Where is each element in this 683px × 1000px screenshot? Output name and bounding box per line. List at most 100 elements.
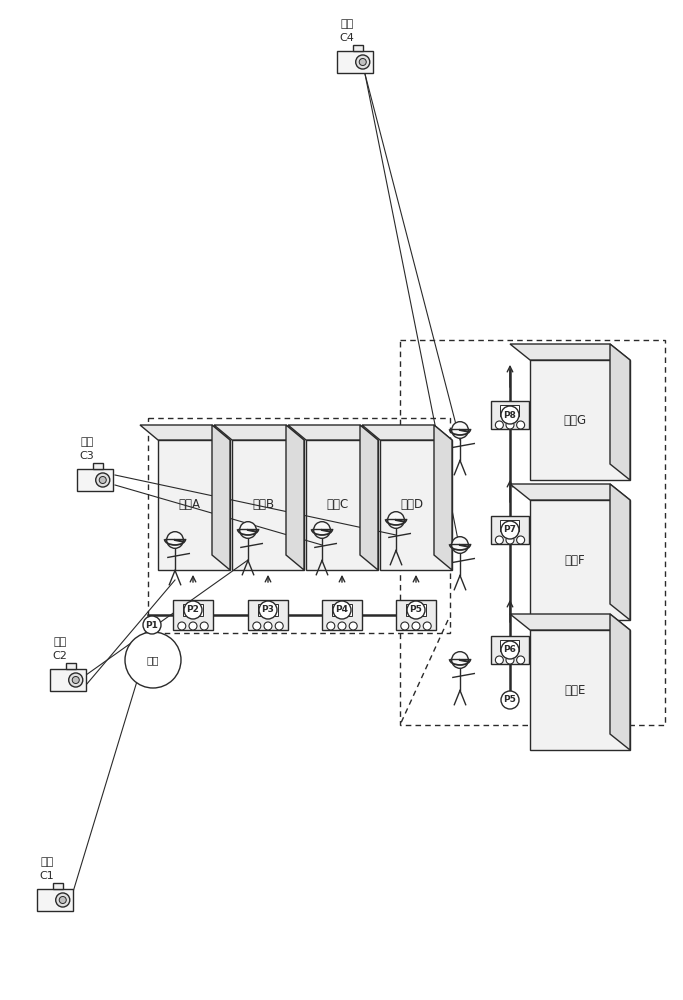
Circle shape [506, 421, 514, 429]
Polygon shape [232, 440, 304, 570]
Polygon shape [288, 425, 378, 440]
Circle shape [356, 55, 370, 69]
Circle shape [495, 656, 503, 664]
Circle shape [516, 656, 525, 664]
Circle shape [451, 652, 469, 668]
Bar [51, 669, 85, 691]
Circle shape [333, 601, 351, 619]
Circle shape [56, 893, 70, 907]
Polygon shape [530, 630, 630, 750]
Bar [491, 516, 529, 544]
Circle shape [495, 536, 503, 544]
Circle shape [189, 622, 197, 630]
Bar [66, 663, 76, 669]
Circle shape [516, 536, 525, 544]
Text: C2: C2 [53, 651, 68, 661]
Circle shape [99, 476, 107, 484]
Circle shape [451, 422, 469, 438]
Polygon shape [530, 500, 630, 620]
Bar [248, 600, 288, 630]
Circle shape [407, 601, 425, 619]
Polygon shape [306, 440, 378, 570]
Text: 产品: 产品 [147, 655, 159, 665]
Polygon shape [510, 344, 630, 360]
Circle shape [451, 537, 469, 553]
Polygon shape [158, 440, 230, 570]
Text: C3: C3 [80, 451, 94, 461]
Polygon shape [434, 425, 452, 570]
Text: P8: P8 [503, 410, 516, 420]
Circle shape [495, 421, 503, 429]
Text: P7: P7 [503, 526, 516, 534]
Text: C4: C4 [339, 33, 354, 43]
Text: P1: P1 [145, 620, 158, 630]
Bar [400, 340, 665, 725]
Bar [501, 520, 520, 531]
Text: 相机: 相机 [81, 437, 94, 447]
Circle shape [59, 896, 66, 904]
Circle shape [338, 622, 346, 630]
Text: 工序F: 工序F [565, 554, 585, 566]
Circle shape [506, 656, 514, 664]
Text: P5: P5 [410, 605, 423, 614]
Bar [491, 401, 529, 429]
Circle shape [69, 673, 83, 687]
Bar [38, 889, 72, 911]
Circle shape [349, 622, 357, 630]
Circle shape [125, 632, 181, 688]
Polygon shape [610, 614, 630, 750]
Bar [258, 604, 278, 616]
Text: 相机: 相机 [340, 19, 354, 29]
Polygon shape [212, 425, 230, 570]
Text: P5: P5 [503, 696, 516, 704]
Circle shape [200, 622, 208, 630]
Polygon shape [380, 440, 452, 570]
Polygon shape [362, 425, 452, 440]
Polygon shape [286, 425, 304, 570]
Circle shape [326, 622, 335, 630]
Text: P2: P2 [186, 605, 199, 614]
Bar [491, 636, 529, 664]
Bar [501, 640, 520, 651]
Circle shape [264, 622, 272, 630]
Polygon shape [214, 425, 304, 440]
Text: 工序D: 工序D [400, 498, 423, 512]
Circle shape [240, 522, 256, 538]
Circle shape [423, 622, 431, 630]
Circle shape [506, 536, 514, 544]
Bar [332, 604, 352, 616]
Bar [322, 600, 362, 630]
Circle shape [275, 622, 283, 630]
Bar [53, 883, 63, 889]
Bar [148, 418, 450, 633]
Bar [173, 600, 213, 630]
Text: 工序A: 工序A [178, 498, 201, 512]
Circle shape [253, 622, 261, 630]
Text: C1: C1 [40, 871, 55, 881]
Circle shape [167, 532, 183, 548]
Bar [501, 405, 520, 416]
Circle shape [501, 691, 519, 709]
Circle shape [401, 622, 409, 630]
Circle shape [501, 406, 519, 424]
Polygon shape [610, 484, 630, 620]
Bar [406, 604, 426, 616]
Circle shape [72, 676, 79, 684]
Circle shape [501, 521, 519, 539]
Bar [396, 600, 436, 630]
Circle shape [184, 601, 202, 619]
Text: 工序C: 工序C [326, 498, 348, 512]
Circle shape [259, 601, 277, 619]
Text: P6: P6 [503, 646, 516, 654]
Polygon shape [530, 360, 630, 480]
Polygon shape [610, 344, 630, 480]
Circle shape [143, 616, 161, 634]
Text: 相机: 相机 [53, 637, 67, 647]
Circle shape [178, 622, 186, 630]
Polygon shape [510, 484, 630, 500]
Circle shape [359, 58, 366, 66]
Bar [183, 604, 203, 616]
Circle shape [516, 421, 525, 429]
Bar [353, 45, 363, 51]
Text: 工序B: 工序B [253, 498, 275, 512]
